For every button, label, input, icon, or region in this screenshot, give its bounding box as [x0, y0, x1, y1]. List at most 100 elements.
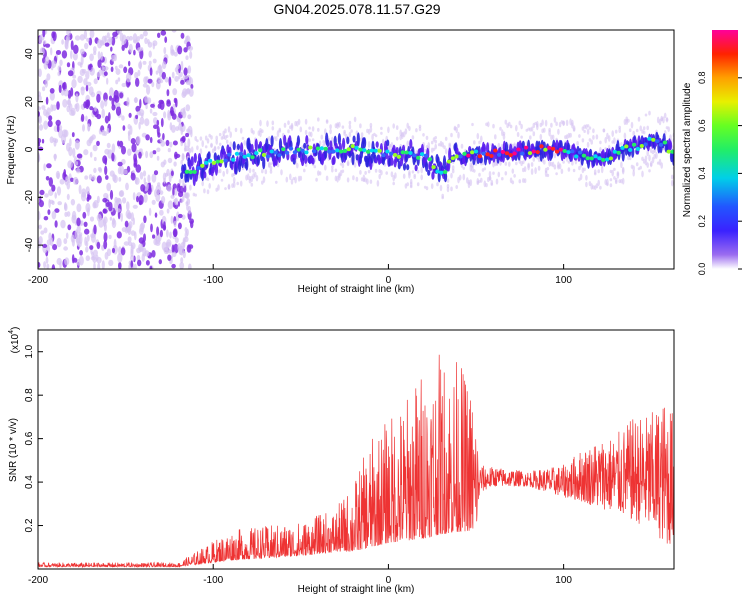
track-core-dot — [435, 169, 440, 174]
track-core-dot — [616, 150, 621, 155]
noise-dot — [49, 136, 54, 144]
track-core-dot — [288, 146, 294, 151]
noise-dot — [80, 113, 85, 122]
noise-dot — [43, 261, 47, 269]
track-core-dot — [419, 152, 425, 157]
track-core-dot — [323, 146, 328, 151]
track-halo-dot — [450, 132, 453, 138]
noise-dot — [171, 124, 176, 133]
noise-dot — [145, 260, 150, 266]
noise-dot — [118, 190, 124, 197]
track-halo-dot — [523, 178, 527, 184]
noise-dot — [173, 229, 177, 238]
track-band-dot — [254, 138, 258, 152]
track-halo-dot — [628, 128, 632, 132]
noise-dot — [67, 160, 73, 169]
noise-dot — [97, 39, 103, 49]
track-halo-dot — [611, 130, 614, 138]
track-halo-dot — [355, 176, 359, 182]
track-band-dot — [214, 162, 218, 176]
x-tick-label: -100 — [203, 275, 223, 286]
track-band-dot — [351, 151, 355, 166]
track-halo-dot — [585, 174, 588, 181]
noise-dot — [111, 104, 116, 111]
noise-dot — [152, 111, 158, 117]
track-halo-dot — [534, 167, 537, 175]
noise-dot — [47, 120, 53, 128]
noise-dot — [167, 157, 173, 164]
track-halo-dot — [450, 172, 453, 179]
noise-dot — [141, 112, 144, 119]
track-halo-dot — [227, 126, 231, 133]
noise-dot — [100, 100, 105, 110]
track-halo-dot — [558, 163, 562, 170]
noise-dot — [138, 61, 143, 69]
track-halo-dot — [350, 129, 353, 133]
noise-dot — [38, 236, 43, 245]
track-core-dot — [485, 152, 490, 157]
track-halo-dot — [367, 169, 371, 174]
track-halo-dot — [374, 168, 378, 173]
colorbar: 0.0 0.2 0.4 0.6 0.8 Normalized spectral ampl… — [682, 30, 742, 275]
snr-multiplier-exp: 4 — [8, 330, 15, 334]
track-core-dot — [427, 157, 432, 162]
noise-dot — [127, 236, 132, 243]
track-halo-dot — [455, 185, 459, 189]
track-halo-dot — [499, 126, 502, 131]
noise-dot — [101, 65, 105, 75]
noise-dot — [187, 138, 191, 148]
noise-dot — [170, 194, 175, 199]
track-core-dot — [554, 149, 560, 154]
track-halo-dot — [381, 138, 385, 146]
snr-multiplier-close: ) — [10, 327, 21, 330]
noise-dot — [128, 60, 131, 67]
track-halo-dot — [213, 146, 217, 152]
noise-dot — [56, 186, 62, 196]
noise-dot — [82, 211, 87, 219]
track-core-dot — [354, 145, 359, 150]
track-band-dot — [392, 144, 396, 155]
noise-dot — [173, 243, 179, 254]
noise-dot — [111, 97, 115, 106]
track-halo-dot — [557, 128, 560, 135]
track-halo-dot — [532, 131, 536, 137]
noise-dot — [185, 104, 191, 112]
track-halo-dot — [423, 148, 427, 153]
track-halo-dot — [592, 128, 595, 134]
noise-dot — [97, 262, 101, 269]
track-halo-dot — [541, 119, 544, 126]
noise-dot — [96, 93, 101, 103]
noise-dot — [143, 76, 148, 84]
track-halo-dot — [369, 122, 373, 128]
y-tick-label: 0.4 — [24, 475, 35, 489]
track-halo-dot — [620, 142, 623, 147]
track-halo-dot — [518, 120, 522, 126]
track-halo-dot — [611, 169, 614, 177]
track-halo-dot — [225, 168, 229, 175]
track-halo-dot — [490, 182, 494, 186]
track-halo-dot — [567, 160, 571, 164]
snr-y-label: SNR (10 * v/v) — [8, 418, 19, 482]
track-halo-dot — [371, 133, 374, 141]
noise-dot — [140, 184, 146, 192]
noise-dot — [182, 250, 186, 259]
noise-dot — [138, 121, 141, 130]
noise-dot — [170, 106, 174, 115]
track-halo-dot — [409, 185, 413, 189]
noise-dot — [189, 50, 193, 59]
track-halo-dot — [599, 185, 602, 190]
noise-dot — [54, 138, 59, 144]
track-core-dot — [362, 148, 367, 153]
noise-dot — [149, 108, 153, 114]
noise-dot — [44, 43, 51, 48]
track-halo-dot — [599, 140, 602, 145]
noise-dot — [64, 211, 68, 217]
track-core-dot — [658, 142, 664, 147]
track-halo-dot — [515, 161, 518, 166]
track-halo-dot — [627, 155, 630, 161]
track-band-dot — [427, 169, 431, 176]
track-halo-dot — [422, 133, 425, 137]
track-halo-dot — [581, 138, 585, 143]
track-halo-dot — [248, 167, 252, 174]
noise-dot — [96, 241, 101, 250]
